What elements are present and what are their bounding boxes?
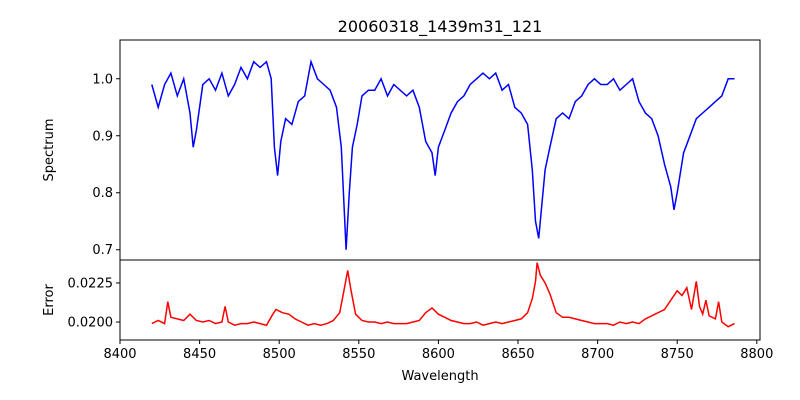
xtick-label: 8400 (103, 347, 136, 362)
xtick-label: 8700 (581, 347, 614, 362)
error-ylabel: Error (42, 284, 57, 316)
chart-title: 20060318_1439m31_121 (338, 17, 543, 37)
x-axis-label: Wavelength (401, 369, 478, 384)
error-ytick-label: 0.0225 (68, 276, 114, 291)
spectrum-ytick-label: 0.9 (92, 129, 113, 144)
xtick-label: 8800 (740, 347, 773, 362)
spectrum-ytick-label: 1.0 (92, 72, 113, 87)
spectrum-ylabel: Spectrum (42, 119, 57, 182)
spectrum-line (151, 58, 735, 250)
xtick-label: 8550 (342, 347, 375, 362)
xtick-label: 8500 (263, 347, 296, 362)
spectrum-axes-frame (119, 39, 761, 261)
spectrum-ytick-label: 0.7 (92, 243, 113, 258)
xtick-label: 8450 (183, 347, 216, 362)
error-panel: 0.0200 0.0225 8400 8450 8500 8550 8600 8650 8700… (68, 259, 773, 362)
spectrum-panel: 0.7 0.8 0.9 1.0 (92, 39, 761, 261)
xtick-label: 8600 (422, 347, 455, 362)
xtick-label: 8750 (661, 347, 694, 362)
error-line (151, 262, 735, 328)
xtick-label: 8650 (501, 347, 534, 362)
spectrum-ytick-label: 0.8 (92, 186, 113, 201)
error-axes-frame (119, 259, 761, 341)
error-ytick-label: 0.0200 (68, 316, 114, 331)
